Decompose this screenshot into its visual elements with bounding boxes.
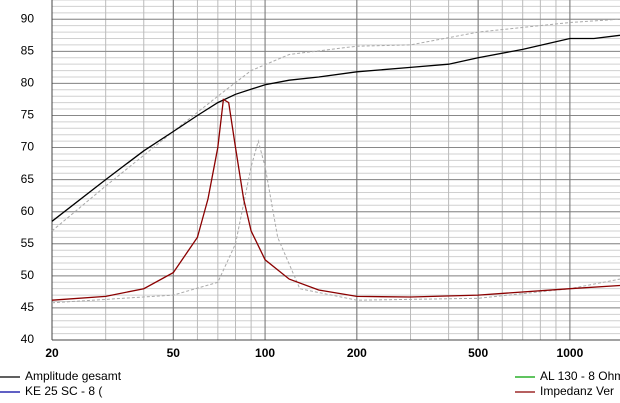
y-tick-label: 40	[21, 332, 35, 346]
y-tick-label: 70	[21, 140, 35, 154]
y-tick-label: 80	[21, 76, 35, 90]
series-line	[51, 18, 620, 232]
x-tick-label: 20	[45, 346, 59, 360]
x-tick-label: 100	[255, 346, 275, 360]
y-tick-label: 50	[21, 268, 35, 282]
legend-label: Impedanz Ver	[540, 384, 614, 398]
legend-label: KE 25 SC - 8 (	[25, 384, 102, 398]
x-tick-label: 50	[167, 346, 181, 360]
x-tick-label: 1000	[557, 346, 584, 360]
y-tick-label: 75	[21, 108, 35, 122]
y-tick-label: 65	[21, 172, 35, 186]
y-tick-label: 55	[21, 236, 35, 250]
x-tick-label: 500	[468, 346, 488, 360]
y-tick-label: 90	[21, 11, 35, 25]
series-line	[51, 139, 620, 304]
y-tick-label: 85	[21, 43, 35, 57]
x-tick-label: 200	[347, 346, 367, 360]
y-tick-label: 45	[21, 300, 35, 314]
plot-area	[52, 0, 620, 340]
series-line	[51, 34, 620, 222]
y-tick-label: 60	[21, 204, 35, 218]
series-line	[51, 98, 620, 301]
legend-label: AL 130 - 8 Ohm (2)	[540, 369, 620, 383]
legend-label: Amplitude gesamt	[25, 369, 122, 383]
